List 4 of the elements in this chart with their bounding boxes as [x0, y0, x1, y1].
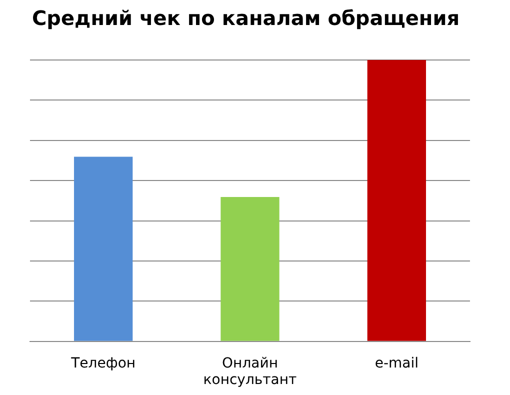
- chart-title: Средний чек по каналам обращения: [32, 6, 460, 30]
- x-tick-label: Онлайн консультант: [203, 355, 297, 388]
- x-tick-label: Телефон: [70, 355, 136, 372]
- x-tick-label: e-mail: [374, 355, 419, 372]
